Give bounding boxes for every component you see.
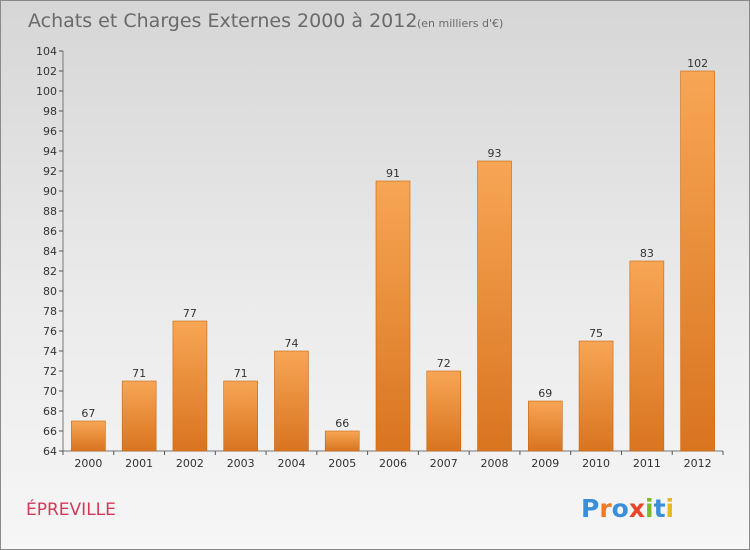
x-tick-label-2001: 2001 xyxy=(125,457,153,470)
value-label-2002: 77 xyxy=(183,307,197,320)
value-label-2012: 102 xyxy=(687,57,708,70)
y-tick-label: 76 xyxy=(43,325,57,338)
y-tick-label: 64 xyxy=(43,445,57,458)
logo-letter: P xyxy=(581,494,599,523)
logo-letter: r xyxy=(599,494,612,523)
y-tick-label: 98 xyxy=(43,105,57,118)
proxiti-logo: Proxiti xyxy=(581,494,674,523)
bar-2005 xyxy=(324,430,360,452)
value-label-2006: 91 xyxy=(386,167,400,180)
y-tick-label: 66 xyxy=(43,425,57,438)
x-tick-label-2002: 2002 xyxy=(176,457,204,470)
value-label-2008: 93 xyxy=(488,147,502,160)
y-tick-label: 104 xyxy=(36,45,57,58)
y-tick-label: 78 xyxy=(43,305,57,318)
x-tick-label-2007: 2007 xyxy=(430,457,458,470)
x-tick-label-2005: 2005 xyxy=(328,457,356,470)
x-tick-label-2010: 2010 xyxy=(582,457,610,470)
bar-2004 xyxy=(274,350,309,452)
x-tick-label-2011: 2011 xyxy=(633,457,661,470)
y-tick-label: 90 xyxy=(43,185,57,198)
bar-2001 xyxy=(121,380,157,452)
x-tick-label-2008: 2008 xyxy=(481,457,509,470)
logo-letter: o xyxy=(612,494,629,523)
logo-letter: x xyxy=(629,494,645,523)
logo-letter: i xyxy=(666,494,675,523)
y-tick-label: 96 xyxy=(43,125,57,138)
x-tick-label-2006: 2006 xyxy=(379,457,407,470)
bars: 67 71 77 71 74 66 91 72 93 69 75 83 102 xyxy=(71,57,715,452)
value-label-2011: 83 xyxy=(640,247,654,260)
y-tick-label: 100 xyxy=(36,85,57,98)
bar-2010 xyxy=(578,340,614,452)
y-tick-label: 70 xyxy=(43,385,57,398)
value-label-2004: 74 xyxy=(284,337,298,350)
commune-name: ÉPREVILLE xyxy=(26,498,116,520)
value-label-2003: 71 xyxy=(234,367,248,380)
y-tick-label: 82 xyxy=(43,265,57,278)
bar-2006 xyxy=(375,180,411,452)
chart-subtitle: (en milliers d'€) xyxy=(417,17,503,30)
axes: 64 66 68 70 72 74 76 78 80 82 84 86 88 90 92 94 96 98 100 1… xyxy=(36,45,724,470)
bar-2009 xyxy=(528,400,563,452)
value-label-2005: 66 xyxy=(335,417,349,430)
logo-letter: i xyxy=(645,494,654,523)
y-tick-label: 88 xyxy=(43,205,57,218)
value-label-2007: 72 xyxy=(437,357,451,370)
value-label-2010: 75 xyxy=(589,327,603,340)
y-tick-label: 94 xyxy=(43,145,57,158)
bar-2003 xyxy=(223,380,258,452)
y-tick-label: 84 xyxy=(43,245,57,258)
y-tick-label: 102 xyxy=(36,65,57,78)
bar-2002 xyxy=(172,320,208,452)
x-tick-label-2009: 2009 xyxy=(531,457,559,470)
x-tick-label-2003: 2003 xyxy=(227,457,255,470)
bar-2011 xyxy=(629,260,665,452)
value-label-2009: 69 xyxy=(538,387,552,400)
bar-2000 xyxy=(71,420,106,452)
x-tick-label-2012: 2012 xyxy=(684,457,712,470)
y-tick-label: 72 xyxy=(43,365,57,378)
bar-2008 xyxy=(477,160,512,452)
bar-2012 xyxy=(680,70,715,452)
chart-title: Achats et Charges Externes 2000 à 2012 xyxy=(28,10,417,32)
y-tick-label: 80 xyxy=(43,285,57,298)
value-label-2001: 71 xyxy=(132,367,146,380)
x-tick-label-2004: 2004 xyxy=(277,457,305,470)
x-tick-label-2000: 2000 xyxy=(74,457,102,470)
value-label-2000: 67 xyxy=(81,407,95,420)
y-tick-label: 86 xyxy=(43,225,57,238)
logo-letter: t xyxy=(654,494,666,523)
bar-2007 xyxy=(426,370,462,452)
y-tick-label: 74 xyxy=(43,345,57,358)
y-tick-label: 68 xyxy=(43,405,57,418)
y-tick-label: 92 xyxy=(43,165,57,178)
